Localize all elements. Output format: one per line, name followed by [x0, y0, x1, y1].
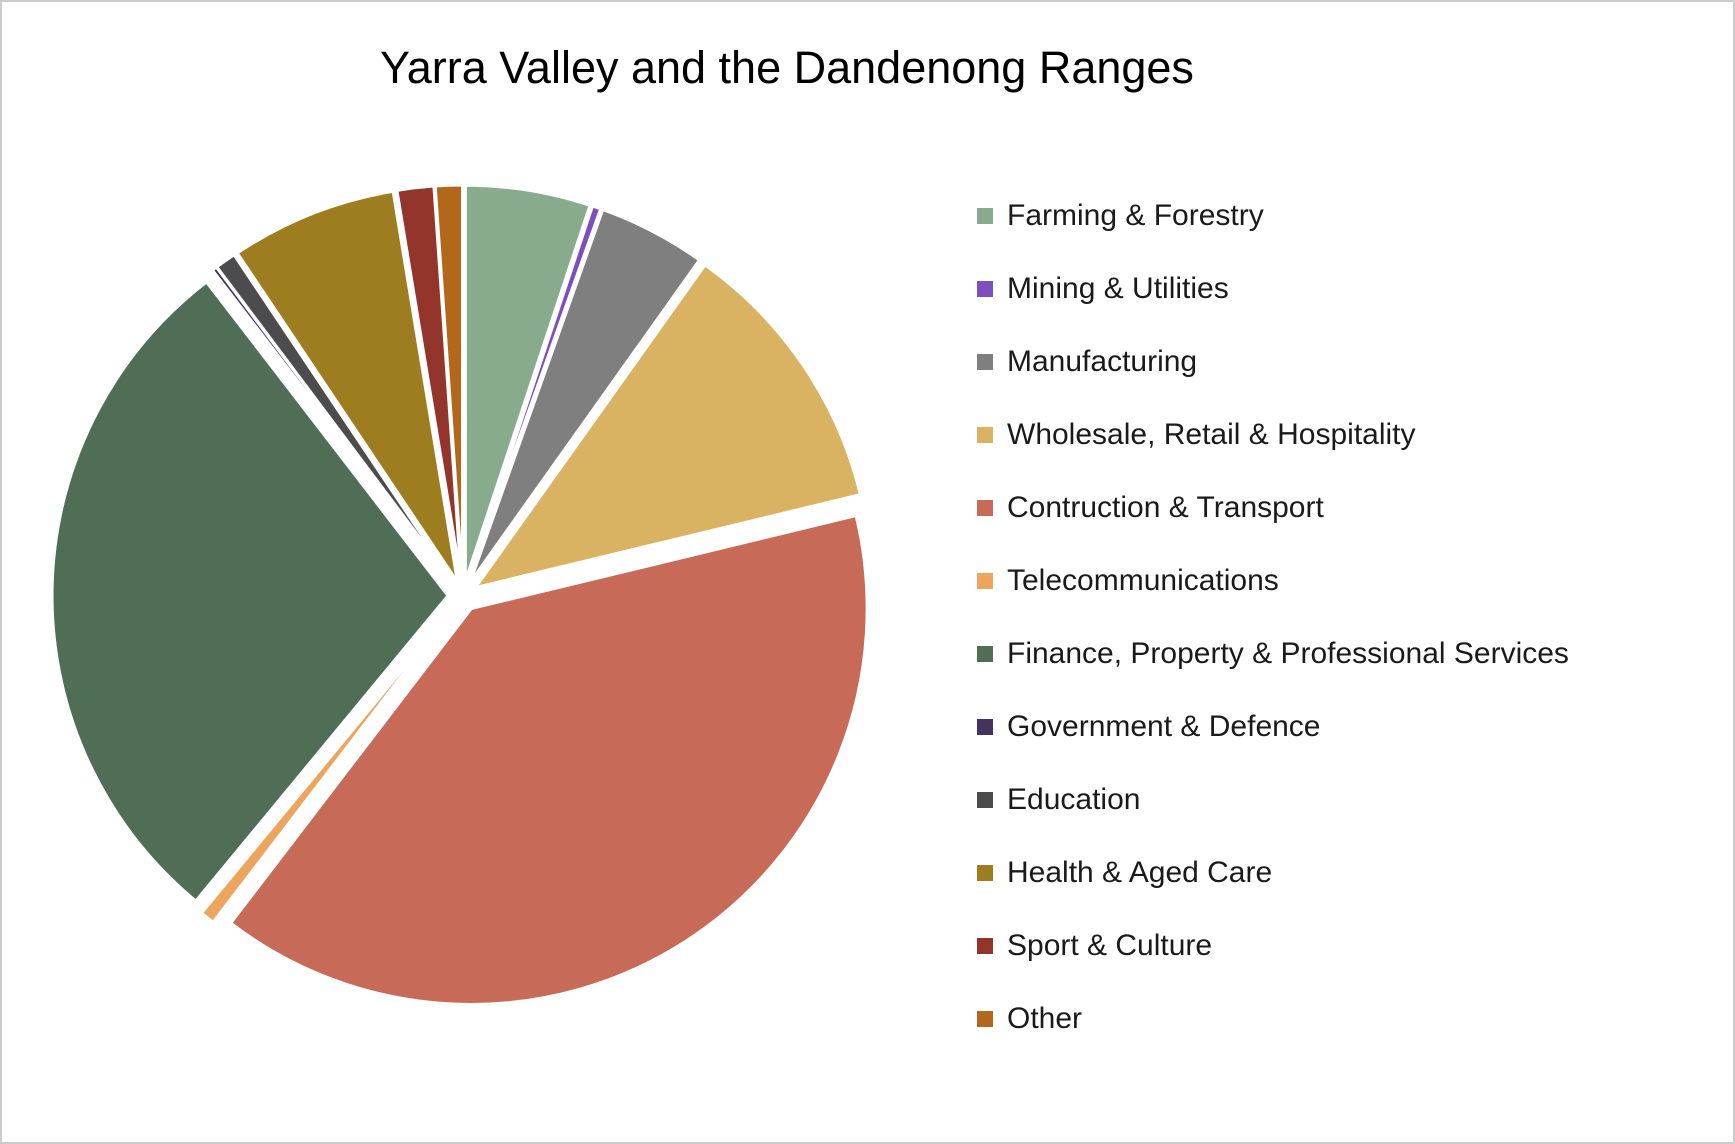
pie-slice-farming-forestry[interactable]	[463, 183, 592, 582]
legend-swatch-manufacturing	[977, 353, 993, 370]
legend-label-manufacturing: Manufacturing	[1007, 344, 1198, 378]
legend-label-government-defence: Government & Defence	[1007, 709, 1321, 743]
legend-swatch-other	[977, 1010, 993, 1027]
legend-label-wholesale-retail-hospitality: Wholesale, Retail & Hospitality	[1007, 417, 1416, 451]
legend-label-contruction-transport: Contruction & Transport	[1007, 490, 1324, 524]
legend-swatch-government-defence	[977, 718, 993, 735]
pie-chart	[50, 183, 869, 1006]
legend-swatch-contruction-transport	[977, 499, 993, 516]
legend-item-education[interactable]: Education	[977, 763, 1569, 836]
legend-swatch-mining-utilities	[977, 280, 993, 297]
legend-label-health-aged-care: Health & Aged Care	[1007, 855, 1273, 889]
legend-swatch-wholesale-retail-hospitality	[977, 426, 993, 443]
pie-slice-telecommunications[interactable]	[199, 606, 455, 925]
legend-item-wholesale-retail-hospitality[interactable]: Wholesale, Retail & Hospitality	[977, 398, 1569, 471]
legend-item-finance-property-professional-services[interactable]: Finance, Property & Professional Service…	[977, 617, 1569, 690]
legend-item-manufacturing[interactable]: Manufacturing	[977, 325, 1569, 398]
legend: Farming & Forestry Mining & Utilities Manu…	[977, 179, 1569, 1055]
legend-item-health-aged-care[interactable]: Health & Aged Care	[977, 836, 1569, 909]
pie-slice-health-aged-care[interactable]	[235, 189, 459, 583]
legend-item-other[interactable]: Other	[977, 982, 1569, 1055]
legend-swatch-education	[977, 791, 993, 808]
legend-label-mining-utilities: Mining & Utilities	[1007, 271, 1229, 305]
legend-item-telecommunications[interactable]: Telecommunications	[977, 544, 1569, 617]
pie-slice-finance-property-professional-services[interactable]	[50, 279, 450, 904]
pie-slice-other[interactable]	[433, 183, 464, 582]
legend-swatch-sport-culture	[977, 937, 993, 954]
pie-slice-manufacturing[interactable]	[468, 207, 702, 584]
legend-label-sport-culture: Sport & Culture	[1007, 928, 1213, 962]
pie-slice-mining-utilities[interactable]	[466, 203, 603, 583]
legend-label-education: Education	[1007, 782, 1141, 816]
legend-item-farming-forestry[interactable]: Farming & Forestry	[977, 179, 1569, 252]
pie-slice-education[interactable]	[214, 252, 456, 585]
legend-swatch-finance-property-professional-services	[977, 645, 993, 662]
legend-label-farming-forestry: Farming & Forestry	[1007, 198, 1264, 232]
pie-slice-wholesale-retail-hospitality[interactable]	[471, 262, 863, 591]
legend-label-telecommunications: Telecommunications	[1007, 563, 1279, 597]
legend-label-finance-property-professional-services: Finance, Property & Professional Service…	[1007, 636, 1569, 670]
chart-title: Yarra Valley and the Dandenong Ranges	[380, 42, 1194, 93]
legend-swatch-health-aged-care	[977, 864, 993, 881]
legend-item-contruction-transport[interactable]: Contruction & Transport	[977, 471, 1569, 544]
legend-item-mining-utilities[interactable]: Mining & Utilities	[977, 252, 1569, 325]
pie-slice-contruction-transport[interactable]	[228, 513, 869, 1006]
legend-swatch-telecommunications	[977, 572, 993, 589]
legend-label-other: Other	[1007, 1001, 1083, 1035]
legend-item-sport-culture[interactable]: Sport & Culture	[977, 909, 1569, 982]
legend-swatch-farming-forestry	[977, 207, 993, 224]
legend-item-government-defence[interactable]: Government & Defence	[977, 690, 1569, 763]
